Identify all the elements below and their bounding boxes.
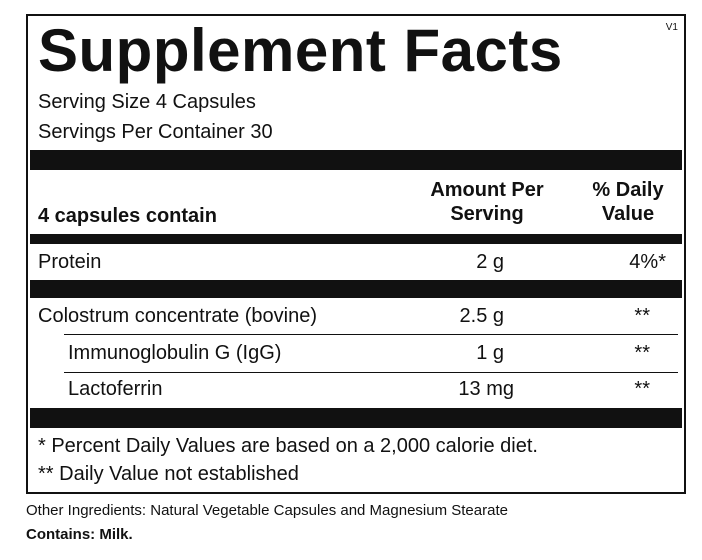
supplement-facts-panel: Supplement Facts V1 Serving Size 4 Capsu… — [26, 14, 686, 494]
row-name-colostrum: Colostrum concentrate (bovine) — [38, 305, 318, 327]
row-divider — [64, 372, 678, 373]
version-label: V1 — [665, 22, 678, 33]
daily-value-header-line2: Value — [601, 203, 655, 225]
row-amount-igg: 1 g — [476, 342, 504, 364]
other-ingredients: Other Ingredients: Natural Vegetable Cap… — [26, 502, 508, 519]
daily-value-header: % Daily Value — [574, 178, 682, 226]
footnote-dv-not-established: ** Daily Value not established — [38, 463, 299, 485]
header-divider — [30, 234, 682, 244]
allergen-statement: Contains: Milk. — [26, 526, 133, 543]
row-dv-protein: 4%* — [629, 251, 666, 273]
row-dv-igg: ** — [634, 342, 650, 364]
panel-title: Supplement Facts — [38, 17, 563, 84]
footnote-percent-dv: * Percent Daily Values are based on a 2,… — [38, 435, 538, 457]
servings-per-container: Servings Per Container 30 — [38, 121, 273, 143]
row-amount-protein: 2 g — [476, 251, 504, 273]
row-dv-lactoferrin: ** — [634, 378, 650, 400]
serving-size: Serving Size 4 Capsules — [38, 91, 256, 113]
row-name-protein: Protein — [38, 251, 102, 273]
row-name-lactoferrin: Lactoferrin — [68, 378, 163, 400]
row-divider — [64, 334, 678, 335]
contain-label: 4 capsules contain — [38, 205, 217, 227]
amount-header-line1: Amount Per — [430, 179, 544, 201]
row-name-igg: Immunoglobulin G (IgG) — [68, 342, 282, 364]
daily-value-header-line1: % Daily — [592, 179, 664, 201]
thick-divider-middle — [30, 280, 682, 298]
thick-divider-top — [30, 150, 682, 170]
row-amount-lactoferrin: 13 mg — [458, 378, 514, 400]
amount-header: Amount Per Serving — [402, 178, 572, 226]
row-amount-colostrum: 2.5 g — [459, 305, 504, 327]
thick-divider-bottom — [30, 408, 682, 428]
row-dv-colostrum: ** — [634, 305, 650, 327]
amount-header-line2: Serving — [450, 203, 524, 225]
